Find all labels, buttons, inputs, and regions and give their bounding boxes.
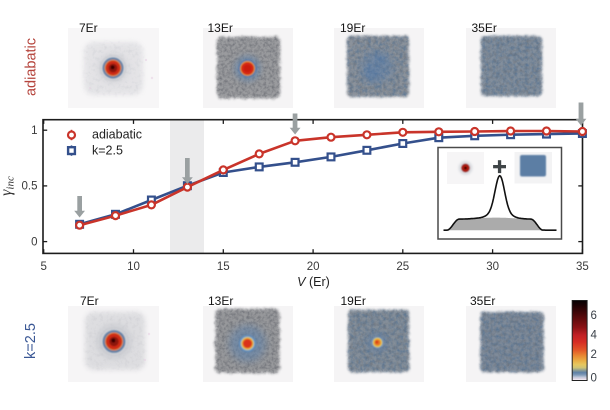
svg-text:13Er: 13Er	[208, 21, 233, 35]
svg-text:30: 30	[486, 261, 499, 273]
svg-text:adiabatic: adiabatic	[24, 38, 40, 96]
svg-text:k=2.5: k=2.5	[23, 323, 39, 359]
svg-text:5: 5	[40, 261, 46, 273]
svg-text:35: 35	[576, 261, 589, 273]
svg-text:0.5: 0.5	[22, 181, 38, 193]
svg-text:13Er: 13Er	[208, 294, 233, 308]
svg-text:35Er: 35Er	[472, 21, 497, 35]
svg-text:6: 6	[591, 310, 597, 322]
svg-text:γinc: γinc	[0, 176, 17, 196]
svg-text:2: 2	[591, 349, 597, 361]
svg-text:adiabatic: adiabatic	[92, 128, 142, 142]
svg-text:35Er: 35Er	[470, 294, 495, 308]
svg-text:7Er: 7Er	[80, 294, 99, 308]
svg-text:10: 10	[127, 261, 140, 273]
svg-text:V (Er): V (Er)	[297, 275, 330, 289]
svg-text:20: 20	[307, 261, 320, 273]
svg-text:k=2.5: k=2.5	[92, 144, 123, 158]
svg-text:4: 4	[591, 330, 598, 342]
svg-text:25: 25	[396, 261, 409, 273]
svg-text:7Er: 7Er	[79, 21, 98, 35]
svg-text:15: 15	[217, 261, 230, 273]
svg-text:19Er: 19Er	[340, 21, 365, 35]
svg-text:0: 0	[31, 236, 37, 248]
svg-text:0: 0	[591, 372, 597, 384]
svg-text:1: 1	[31, 125, 37, 137]
svg-text:19Er: 19Er	[341, 294, 366, 308]
